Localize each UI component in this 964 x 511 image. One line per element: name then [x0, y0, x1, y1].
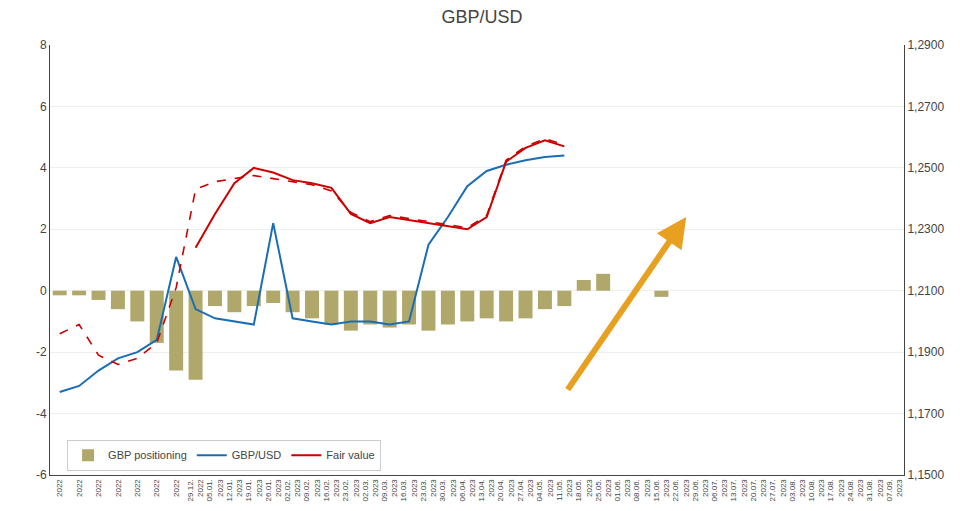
svg-text:08.06.2023: 08.06.2023 — [632, 479, 651, 502]
svg-text:2022: 2022 — [172, 479, 181, 497]
svg-text:1,1700: 1,1700 — [907, 407, 944, 421]
svg-text:10.08.2023: 10.08.2023 — [807, 479, 826, 502]
svg-text:09.03.2023: 09.03.2023 — [380, 479, 399, 502]
svg-text:22.06.2023: 22.06.2023 — [671, 479, 690, 502]
svg-text:-2: -2 — [36, 345, 47, 359]
svg-text:2022: 2022 — [114, 479, 123, 497]
svg-text:GBP/USD: GBP/USD — [232, 449, 282, 461]
svg-text:6: 6 — [40, 100, 47, 114]
svg-text:19.01.2023: 19.01.2023 — [244, 479, 263, 502]
svg-text:13.04.2023: 13.04.2023 — [477, 479, 496, 502]
svg-text:2022: 2022 — [94, 479, 103, 497]
svg-text:4: 4 — [40, 161, 47, 175]
svg-text:17.08.2023: 17.08.2023 — [826, 479, 845, 502]
svg-text:13.07.2023: 13.07.2023 — [729, 479, 748, 502]
svg-text:07.09.2023: 07.09.2023 — [885, 479, 904, 502]
svg-text:1,1500: 1,1500 — [907, 468, 944, 482]
svg-text:15.06.2023: 15.06.2023 — [652, 479, 671, 502]
svg-text:2022: 2022 — [75, 479, 84, 497]
svg-text:1,2700: 1,2700 — [907, 100, 944, 114]
svg-text:2022: 2022 — [55, 479, 64, 497]
svg-text:Fair value: Fair value — [326, 449, 374, 461]
svg-text:01.06.2023: 01.06.2023 — [613, 479, 632, 502]
svg-text:16.03.2023: 16.03.2023 — [399, 479, 418, 502]
svg-text:23.02.2023: 23.02.2023 — [341, 479, 360, 502]
svg-text:30.03.2023: 30.03.2023 — [438, 479, 457, 502]
svg-text:18.05.2023: 18.05.2023 — [574, 479, 593, 502]
svg-text:1,2100: 1,2100 — [907, 284, 944, 298]
svg-text:20.04.2023: 20.04.2023 — [497, 479, 516, 502]
svg-text:-4: -4 — [36, 407, 47, 421]
svg-text:2022: 2022 — [133, 479, 142, 497]
svg-text:02.02.2023: 02.02.2023 — [283, 479, 302, 502]
svg-text:26.01.2023: 26.01.2023 — [264, 479, 283, 502]
svg-text:1,2500: 1,2500 — [907, 161, 944, 175]
svg-text:-6: -6 — [36, 468, 47, 482]
svg-text:1,2900: 1,2900 — [907, 38, 944, 52]
svg-text:GBP/USD: GBP/USD — [441, 7, 522, 27]
svg-text:0: 0 — [40, 284, 47, 298]
svg-text:06.04.2023: 06.04.2023 — [458, 479, 477, 502]
svg-text:2: 2 — [40, 222, 47, 236]
svg-text:27.07.2023: 27.07.2023 — [768, 479, 787, 502]
svg-text:1,2300: 1,2300 — [907, 222, 944, 236]
svg-text:04.05.2023: 04.05.2023 — [535, 479, 554, 502]
svg-text:12.01.2023: 12.01.2023 — [225, 479, 244, 502]
svg-text:29.06.2023: 29.06.2023 — [691, 479, 710, 502]
svg-text:05.01.2023: 05.01.2023 — [205, 479, 224, 502]
svg-text:8: 8 — [40, 38, 47, 52]
svg-text:16.02.2023: 16.02.2023 — [322, 479, 341, 502]
svg-text:09.02.2023: 09.02.2023 — [302, 479, 321, 502]
svg-text:24.08.2023: 24.08.2023 — [846, 479, 865, 502]
svg-text:1,1900: 1,1900 — [907, 345, 944, 359]
svg-text:23.03.2023: 23.03.2023 — [419, 479, 438, 502]
svg-text:06.07.2023: 06.07.2023 — [710, 479, 729, 502]
svg-text:2022: 2022 — [152, 479, 161, 497]
svg-text:31.08.2023: 31.08.2023 — [865, 479, 884, 502]
svg-text:29.12.2022: 29.12.2022 — [186, 479, 205, 502]
svg-text:03.08.2023: 03.08.2023 — [788, 479, 807, 502]
svg-text:20.07.2023: 20.07.2023 — [749, 479, 768, 502]
svg-text:25.05.2023: 25.05.2023 — [594, 479, 613, 502]
svg-text:11.05.2023: 11.05.2023 — [555, 479, 574, 501]
svg-text:GBP positioning: GBP positioning — [108, 449, 187, 461]
svg-text:27.04.2023: 27.04.2023 — [516, 479, 535, 502]
svg-text:02.03.2023: 02.03.2023 — [361, 479, 380, 502]
